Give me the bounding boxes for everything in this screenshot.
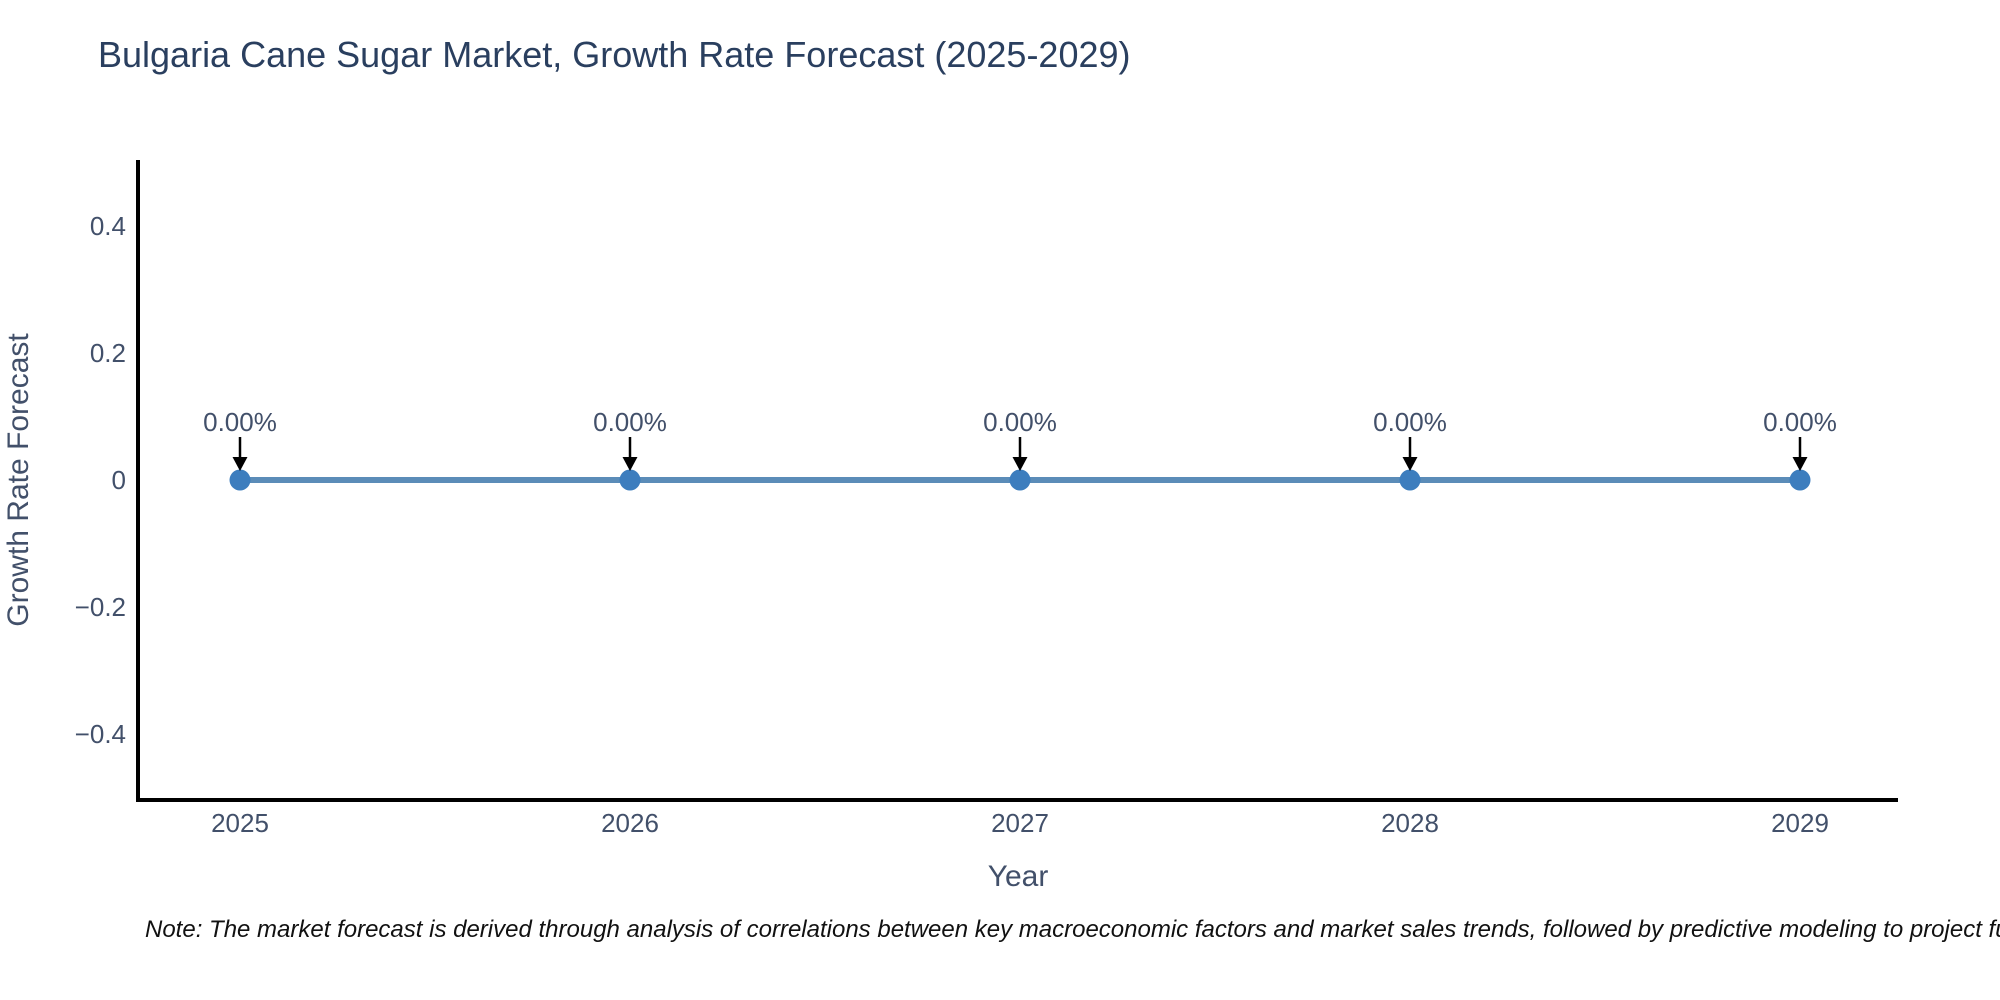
data-point-marker bbox=[1009, 469, 1031, 491]
y-tick-label: 0 bbox=[112, 465, 126, 495]
annotation-arrowhead bbox=[1402, 457, 1418, 471]
chart-title: Bulgaria Cane Sugar Market, Growth Rate … bbox=[98, 34, 1131, 75]
data-point-marker bbox=[229, 469, 251, 491]
annotation-arrowhead bbox=[622, 457, 638, 471]
y-axis-title: Growth Rate Forecast bbox=[2, 333, 35, 627]
footnote-text: Note: The market forecast is derived thr… bbox=[145, 916, 2000, 943]
annotation-arrowhead bbox=[232, 457, 248, 471]
y-tick-label: 0.4 bbox=[90, 211, 126, 241]
data-point-label: 0.00% bbox=[203, 407, 277, 437]
x-tick-label: 2025 bbox=[211, 808, 269, 838]
x-tick-label: 2029 bbox=[1771, 808, 1829, 838]
x-axis-title: Year bbox=[988, 860, 1049, 893]
x-tick-label: 2026 bbox=[601, 808, 659, 838]
y-tick-label: −0.4 bbox=[75, 719, 126, 749]
data-point-marker bbox=[619, 469, 641, 491]
x-tick-label: 2027 bbox=[991, 808, 1049, 838]
data-point-label: 0.00% bbox=[1373, 407, 1447, 437]
data-point-label: 0.00% bbox=[593, 407, 667, 437]
data-point-label: 0.00% bbox=[1763, 407, 1837, 437]
data-point-marker bbox=[1399, 469, 1421, 491]
data-point-marker bbox=[1789, 469, 1811, 491]
y-tick-label: 0.2 bbox=[90, 338, 126, 368]
x-tick-label: 2028 bbox=[1381, 808, 1439, 838]
annotation-arrowhead bbox=[1792, 457, 1808, 471]
annotation-arrowhead bbox=[1012, 457, 1028, 471]
y-tick-label: −0.2 bbox=[75, 592, 126, 622]
data-point-label: 0.00% bbox=[983, 407, 1057, 437]
